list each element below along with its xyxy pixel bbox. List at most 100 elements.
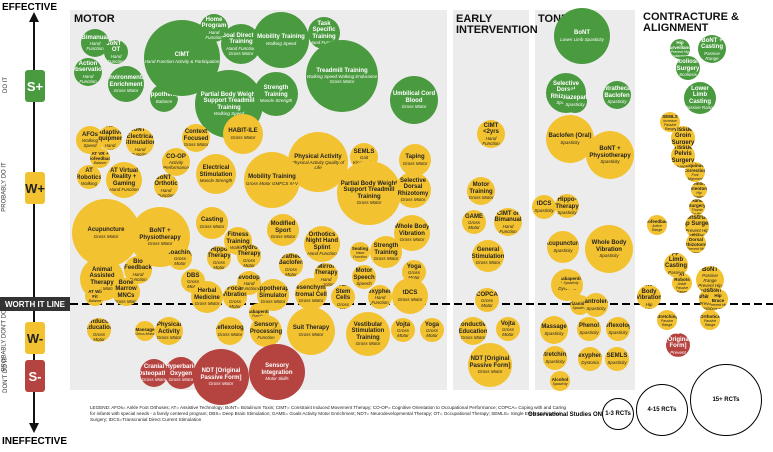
tone-bubble[interactable]: tDCS Spasticity	[532, 195, 556, 219]
motor-bubble[interactable]: Mobility Training Gross Motor GMFCS IV-V	[244, 152, 300, 208]
motor-bubble[interactable]: Home Program Hand Function	[200, 14, 228, 42]
motor-bubble[interactable]: Herbal Medicine Gross Motor	[191, 281, 223, 313]
contracture-bubble[interactable]: SEMLS Increase Passive Range	[660, 112, 680, 132]
motor-bubble[interactable]: Sensory Integration Motor Skills	[249, 344, 305, 400]
contracture-bubble[interactable]: Scoliosis Surgery Scoliosis	[676, 56, 700, 80]
tone-bubble[interactable]: SEMLS Spasticity	[605, 347, 629, 371]
motor-bubble[interactable]: AT VR + BiofeedbackBalance	[90, 148, 110, 168]
early-bubble[interactable]: Vojta Gross Motor	[496, 317, 520, 341]
motor-bubble[interactable]: Partial Body Weight Support Treadmill Tr…	[337, 161, 401, 225]
motor-bubble[interactable]: Modified Sport Gross Motor	[267, 214, 299, 246]
motor-bubble[interactable]: Focal Vibration Gross Motor	[223, 285, 247, 309]
tone-bubble[interactable]: TrihexyphenidylDystonia	[578, 347, 602, 371]
motor-bubble[interactable]: Casting Gross Motor	[196, 207, 228, 239]
motor-bubble[interactable]: Vestibular Stimulation Training Gross Mot…	[346, 312, 390, 356]
motor-bubble[interactable]: Cranial OsteopathyGross Motor	[140, 359, 168, 387]
motor-bubble[interactable]: Orthotics Night Hand Splint Hand Function	[304, 226, 340, 262]
motor-bubble[interactable]: NDT [Original Passive Form] Gross Motor	[193, 349, 249, 405]
motor-bubble[interactable]: Hydro Therapy Gross Motor	[237, 244, 261, 268]
contracture-bubble[interactable]: Lower Limb Casting Passive Range	[684, 82, 716, 114]
motor-bubble[interactable]: Hippo Therapy Gross Motor	[207, 246, 231, 270]
early-bubble[interactable]: NDT [Original Passive Form] Gross Motor	[468, 343, 512, 387]
motor-bubble[interactable]: Acupuncture Gross Motor	[72, 199, 140, 267]
motor-bubble[interactable]: Strength Training Muscle Strength	[254, 72, 298, 116]
motor-bubble[interactable]: Bone Marrow MNCs Gross Motor	[112, 278, 140, 306]
motor-bubble[interactable]: Suit Therapy Gross Motor	[287, 307, 335, 355]
motor-bubble[interactable]: CO-OP Activity Performance	[162, 148, 190, 176]
contracture-bubble[interactable]: Stretching Passive Range	[657, 310, 677, 330]
motor-bubble[interactable]: Umbilical Cord Blood Gross Motor	[390, 76, 438, 124]
motor-bubble[interactable]: TrihexyphenidylHand Function	[368, 285, 392, 309]
tone-bubble[interactable]: ReflexologySpasticity	[606, 317, 630, 341]
motor-bubble[interactable]: Context Focused Gross Motor	[182, 124, 210, 152]
tone-bubble[interactable]: Hippo-Therapy Spasticity	[555, 194, 579, 218]
motor-bubble[interactable]: Action ObservationHand Function	[74, 58, 102, 86]
contracture-bubble[interactable]: BoNT + Casting Passive Range	[698, 35, 726, 63]
early-bubble[interactable]: CIMT or Bimanual Hand Function	[494, 208, 522, 236]
early-bubble[interactable]: Motor Training Gross Motor	[467, 177, 495, 205]
tone-bubble[interactable]: BoNT + Physiotherapy Spasticity	[586, 131, 634, 179]
motor-bubble[interactable]: Strength Training Gross Motor	[370, 236, 402, 268]
motor-bubble[interactable]: BoNT + Electrical StimulationHand Functi…	[126, 128, 154, 156]
motor-bubble[interactable]: Selective Dorsal Rhizotomy Gross Motor	[395, 172, 431, 208]
motor-bubble[interactable]: Bio Feedback Hand Function	[124, 256, 152, 284]
contracture-bubble[interactable]: Hip SurveillancePrevent Hip Displacement	[670, 39, 690, 59]
motor-bubble[interactable]: AT Adaptive EquipmentHand Function	[98, 126, 122, 150]
contracture-bubble[interactable]: Femoral OsteotomyHip Rotation	[691, 182, 707, 198]
motor-bubble[interactable]: Taping Gross Motor	[399, 144, 431, 176]
tone-bubble[interactable]: Intrathecal Baclofen Spasticity	[603, 81, 631, 109]
tone-bubble[interactable]: BoNT Lower Limb Spasticity	[554, 8, 610, 64]
early-bubble[interactable]: COPCA Gross Motor	[475, 288, 499, 312]
early-bubble[interactable]: General Stimulation Gross Motor	[472, 240, 504, 272]
tone-bubble[interactable]: Whole Body Vibration Spasticity	[585, 225, 633, 273]
tone-bubble[interactable]: Alcohol Spasticity	[550, 371, 570, 391]
motor-bubble[interactable]: HABIT-ILE Gross Motor	[223, 114, 263, 154]
motor-bubble[interactable]: AT Robotics Walking	[77, 165, 101, 189]
motor-bubble[interactable]: Hyperbaric Oxygen Gross Motor	[165, 357, 197, 389]
motor-bubble[interactable]: tDCS Gross Motor	[392, 278, 428, 314]
contracture-bubble[interactable]: AT Robots Ankle Passive Range	[672, 273, 692, 293]
motor-bubble[interactable]: AT Virtual Reality + Gaming Hand Function	[106, 162, 142, 198]
motor-bubble[interactable]: ReflexologyGross Motor	[216, 317, 244, 345]
bubble-outcome: Gross Motor	[396, 328, 409, 339]
motor-bubble[interactable]: Massage Gross Motor	[135, 321, 155, 341]
contracture-bubble[interactable]: Orthotics Passive Range	[700, 310, 720, 330]
motor-bubble[interactable]: Treadmill Training Walking Speed Walking …	[306, 40, 378, 112]
tone-bubble[interactable]: Phenol Spasticity	[577, 317, 601, 341]
motor-bubble[interactable]: Vojta Gross Motor	[391, 318, 415, 342]
motor-bubble[interactable]: Mirror Therapy Hand Function	[314, 263, 338, 287]
motor-bubble[interactable]: Seating Hand Function	[350, 242, 370, 262]
motor-bubble[interactable]: Motor Speech Speech	[352, 265, 376, 289]
tone-bubble[interactable]: DantroleneSpasticity	[584, 293, 608, 317]
motor-bubble[interactable]: Physical Activity Gross Motor	[155, 317, 183, 345]
contracture-bubble[interactable]: BoNT + Hip Brace Prevent Hip Displacement	[708, 289, 728, 309]
motor-bubble[interactable]: BoNT + OT Hand Function	[104, 40, 128, 64]
contracture-bubble[interactable]: Equinus CorrectionFoot Alignment	[685, 162, 705, 182]
motor-bubble[interactable]: Electrical Stimulation Muscle Strength	[196, 154, 236, 194]
early-bubble[interactable]: CIMT <2yrs Hand Function	[477, 120, 505, 148]
early-bubble[interactable]: GAME Gross Motor	[462, 210, 486, 234]
motor-bubble[interactable]: BoNT + Orthotic Hand Function	[154, 174, 178, 198]
contracture-bubble[interactable]: Selective Dorsal RhizotomyPrevent Hip Di…	[686, 233, 706, 253]
contracture-bubble[interactable]: NDT [Original Form]Prevent Contractures	[666, 333, 690, 357]
tone-bubble[interactable]: StretchingSpasticity	[543, 346, 567, 370]
tone-bubble[interactable]: GabapentinSpasticity	[561, 270, 581, 290]
contracture-bubble[interactable]: BiofeedbackActive Range	[647, 215, 667, 235]
tone-bubble[interactable]: AcupunctureSpasticity	[547, 231, 579, 263]
tone-bubble[interactable]: Diazepam Spasticity	[563, 89, 587, 113]
motor-bubble[interactable]: AT Wii Fit Balance	[85, 286, 105, 306]
motor-bubble[interactable]: Coaching Gross Motor	[168, 246, 192, 270]
tone-bubble[interactable]: Massage Spasticity	[540, 316, 568, 344]
motor-bubble[interactable]: Mobility Training Walking Speed	[253, 12, 309, 68]
motor-bubble[interactable]: Sensory Processing Function	[250, 315, 282, 347]
